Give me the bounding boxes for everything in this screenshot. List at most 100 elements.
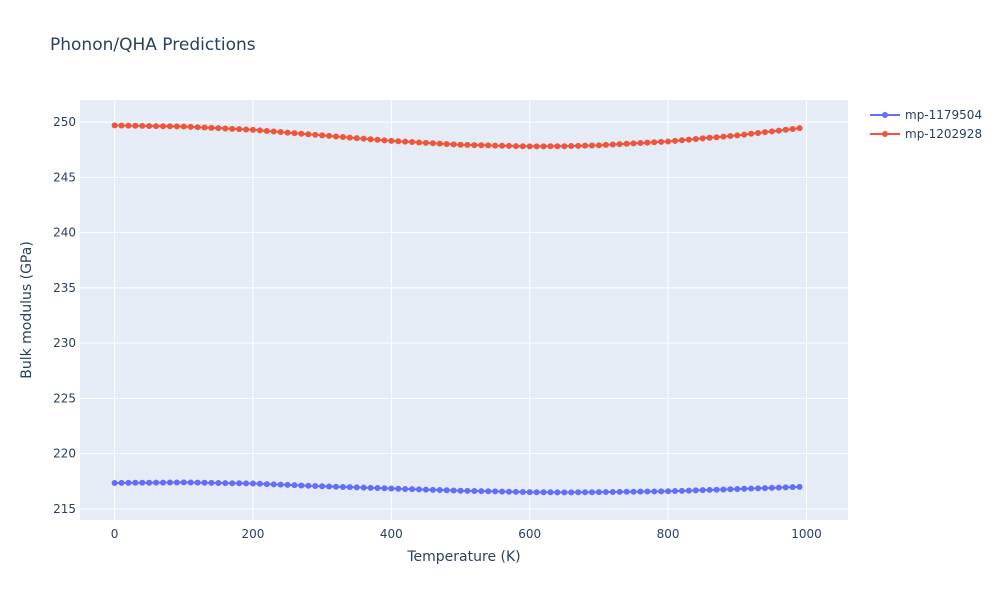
- data-point[interactable]: [388, 137, 395, 144]
- data-point[interactable]: [505, 488, 512, 495]
- data-point[interactable]: [160, 479, 167, 486]
- data-point[interactable]: [512, 488, 519, 495]
- data-point[interactable]: [789, 125, 796, 132]
- data-point[interactable]: [236, 126, 243, 133]
- data-point[interactable]: [187, 479, 194, 486]
- data-point[interactable]: [713, 134, 720, 141]
- data-point[interactable]: [582, 489, 589, 496]
- data-point[interactable]: [685, 487, 692, 494]
- data-point[interactable]: [595, 489, 602, 496]
- data-point[interactable]: [173, 479, 180, 486]
- data-point[interactable]: [236, 480, 243, 487]
- data-point[interactable]: [229, 125, 236, 132]
- data-point[interactable]: [692, 487, 699, 494]
- data-point[interactable]: [201, 479, 208, 486]
- data-point[interactable]: [457, 141, 464, 148]
- data-point[interactable]: [775, 484, 782, 491]
- data-point[interactable]: [499, 488, 506, 495]
- data-point[interactable]: [464, 141, 471, 148]
- data-point[interactable]: [492, 142, 499, 149]
- data-point[interactable]: [658, 488, 665, 495]
- data-point[interactable]: [243, 480, 250, 487]
- data-point[interactable]: [526, 489, 533, 496]
- data-point[interactable]: [429, 486, 436, 493]
- data-point[interactable]: [561, 143, 568, 150]
- data-point[interactable]: [270, 128, 277, 135]
- data-point[interactable]: [678, 487, 685, 494]
- data-point[interactable]: [139, 479, 146, 486]
- data-point[interactable]: [665, 138, 672, 145]
- data-point[interactable]: [478, 488, 485, 495]
- data-point[interactable]: [519, 489, 526, 496]
- data-point[interactable]: [284, 481, 291, 488]
- data-point[interactable]: [699, 487, 706, 494]
- data-point[interactable]: [125, 479, 132, 486]
- data-point[interactable]: [678, 137, 685, 144]
- data-point[interactable]: [215, 125, 222, 132]
- data-point[interactable]: [443, 487, 450, 494]
- data-point[interactable]: [651, 139, 658, 146]
- data-point[interactable]: [582, 142, 589, 149]
- data-point[interactable]: [339, 134, 346, 141]
- data-point[interactable]: [616, 141, 623, 148]
- data-point[interactable]: [367, 484, 374, 491]
- data-point[interactable]: [519, 143, 526, 150]
- data-point[interactable]: [602, 141, 609, 148]
- data-point[interactable]: [194, 124, 201, 131]
- data-point[interactable]: [263, 127, 270, 134]
- data-point[interactable]: [609, 488, 616, 495]
- data-point[interactable]: [312, 131, 319, 138]
- data-point[interactable]: [146, 479, 153, 486]
- data-point[interactable]: [146, 122, 153, 129]
- data-point[interactable]: [402, 485, 409, 492]
- data-point[interactable]: [118, 479, 125, 486]
- data-point[interactable]: [402, 138, 409, 145]
- data-point[interactable]: [263, 481, 270, 488]
- data-point[interactable]: [381, 485, 388, 492]
- data-point[interactable]: [775, 127, 782, 134]
- data-point[interactable]: [422, 139, 429, 146]
- data-point[interactable]: [436, 140, 443, 147]
- data-point[interactable]: [547, 143, 554, 150]
- data-point[interactable]: [291, 482, 298, 489]
- data-point[interactable]: [727, 486, 734, 493]
- data-point[interactable]: [512, 143, 519, 150]
- data-point[interactable]: [326, 483, 333, 490]
- data-point[interactable]: [125, 122, 132, 129]
- data-point[interactable]: [464, 487, 471, 494]
- data-point[interactable]: [457, 487, 464, 494]
- data-point[interactable]: [436, 487, 443, 494]
- data-point[interactable]: [243, 126, 250, 133]
- data-point[interactable]: [796, 125, 803, 132]
- data-point[interactable]: [298, 482, 305, 489]
- data-point[interactable]: [429, 140, 436, 147]
- data-point[interactable]: [381, 137, 388, 144]
- data-point[interactable]: [658, 138, 665, 145]
- data-point[interactable]: [782, 126, 789, 133]
- data-point[interactable]: [471, 142, 478, 149]
- data-point[interactable]: [485, 142, 492, 149]
- data-point[interactable]: [748, 485, 755, 492]
- data-point[interactable]: [637, 139, 644, 146]
- data-point[interactable]: [665, 488, 672, 495]
- data-point[interactable]: [132, 122, 139, 129]
- data-point[interactable]: [450, 141, 457, 148]
- data-point[interactable]: [333, 483, 339, 490]
- data-point[interactable]: [160, 123, 167, 130]
- data-point[interactable]: [277, 129, 284, 136]
- data-point[interactable]: [485, 488, 492, 495]
- data-point[interactable]: [360, 484, 367, 491]
- data-point[interactable]: [132, 479, 139, 486]
- data-point[interactable]: [727, 132, 734, 139]
- data-point[interactable]: [672, 488, 679, 495]
- data-point[interactable]: [346, 134, 353, 141]
- data-point[interactable]: [353, 135, 360, 142]
- data-point[interactable]: [187, 123, 194, 130]
- legend[interactable]: mp-1179504 mp-1202928: [870, 108, 982, 141]
- data-point[interactable]: [575, 489, 582, 496]
- data-point[interactable]: [166, 479, 173, 486]
- data-point[interactable]: [360, 135, 367, 142]
- data-point[interactable]: [699, 135, 706, 142]
- data-point[interactable]: [395, 138, 402, 145]
- data-point[interactable]: [630, 140, 637, 147]
